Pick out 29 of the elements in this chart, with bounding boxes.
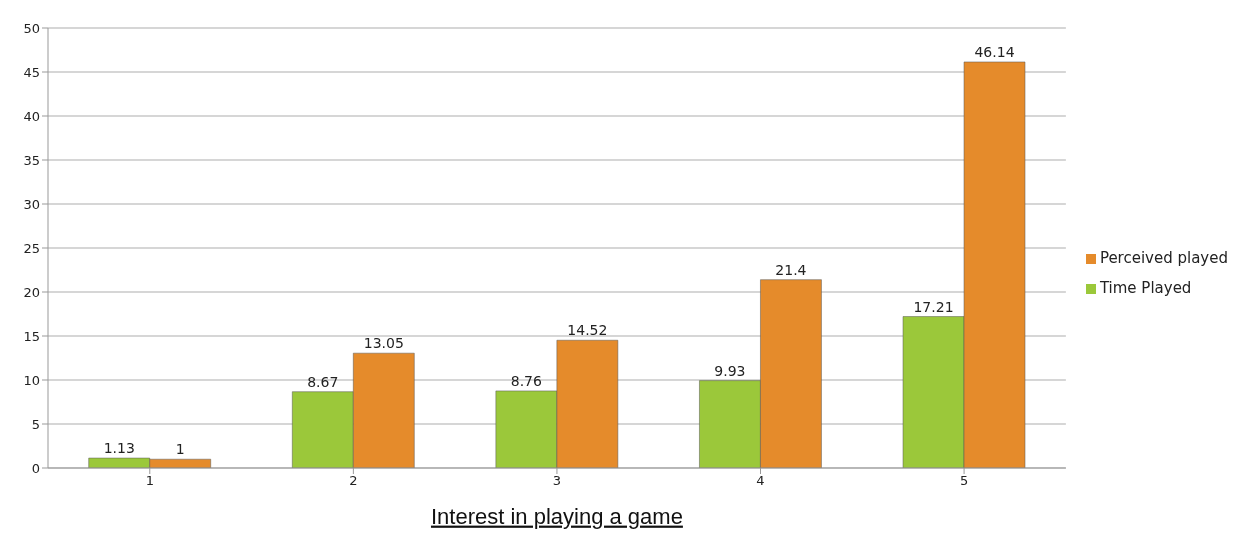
- data-label: 1: [175, 441, 185, 458]
- data-label: 46.14: [974, 43, 1015, 60]
- x-axis-title: Interest in playing a game: [430, 503, 683, 529]
- x-tick-label: 1: [145, 473, 154, 489]
- data-label: 13.05: [363, 335, 404, 352]
- y-tick-label: 15: [23, 328, 40, 344]
- y-tick-label: 45: [23, 64, 40, 80]
- x-tick-label: 2: [349, 473, 358, 489]
- data-label: 8.67: [307, 373, 339, 390]
- y-tick-label: 20: [23, 284, 40, 300]
- y-tick-label: 40: [23, 108, 40, 124]
- data-label: 8.76: [510, 372, 543, 389]
- y-tick-label: 35: [23, 152, 40, 168]
- data-label: 1.13: [103, 440, 135, 457]
- data-label: 14.52: [567, 322, 608, 339]
- y-tick-label: 25: [23, 240, 40, 256]
- y-tick-label: 50: [23, 20, 40, 36]
- y-tick-label: 0: [31, 460, 40, 476]
- x-tick-label: 3: [552, 473, 562, 489]
- legend-label: Time Played: [1099, 279, 1192, 297]
- x-tick-label: 5: [959, 473, 969, 489]
- y-tick-label: 30: [23, 196, 40, 212]
- data-label: 21.4: [775, 261, 807, 278]
- legend-label: Perceived played: [1099, 249, 1228, 267]
- y-tick-label: 5: [31, 416, 40, 432]
- data-label: 9.93: [714, 362, 746, 379]
- x-tick-label: 4: [756, 473, 765, 489]
- data-label: 17.21: [913, 298, 954, 315]
- y-tick-label: 10: [23, 372, 40, 388]
